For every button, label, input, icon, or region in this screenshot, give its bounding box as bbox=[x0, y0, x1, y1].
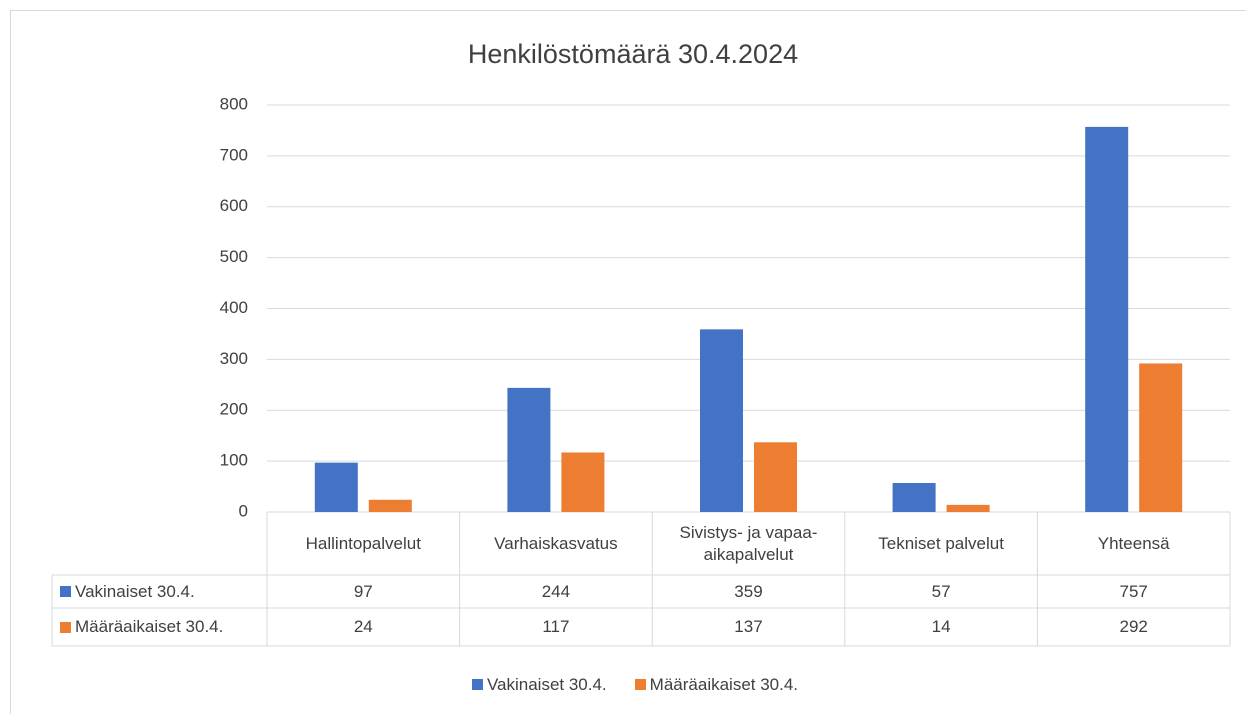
legend: Vakinaiset 30.4. Määräaikaiset 30.4. bbox=[0, 672, 1246, 698]
legend-label: Määräaikaiset 30.4. bbox=[649, 675, 799, 694]
y-tick-label: 300 bbox=[220, 349, 248, 368]
bar bbox=[507, 387, 551, 512]
table-header: Sivistys- ja vapaa-aikapalvelut bbox=[679, 522, 818, 564]
legend-item: Määräaikaiset 30.4. bbox=[634, 674, 799, 696]
legend-key bbox=[60, 586, 71, 597]
y-tick-label: 800 bbox=[220, 94, 248, 113]
bar bbox=[946, 504, 990, 512]
table-header: Tekniset palvelut bbox=[878, 533, 1004, 553]
table-value: 292 bbox=[1119, 617, 1148, 636]
table-value: 757 bbox=[1119, 581, 1148, 601]
bar bbox=[1085, 126, 1129, 512]
table-value: 24 bbox=[353, 617, 373, 636]
table-value: 57 bbox=[931, 581, 951, 601]
table-row-label: Määräaikaiset 30.4. bbox=[52, 608, 267, 646]
table-value: 359 bbox=[734, 581, 763, 601]
y-tick-label: 500 bbox=[220, 247, 248, 266]
bar bbox=[368, 499, 412, 512]
row-label: Määräaikaiset 30.4. bbox=[75, 617, 224, 636]
bar bbox=[561, 452, 605, 512]
table-value: 14 bbox=[931, 617, 951, 636]
bar bbox=[700, 329, 743, 512]
bar bbox=[892, 483, 936, 512]
table-header: Yhteensä bbox=[1097, 533, 1170, 553]
table-header: Hallintopalvelut bbox=[305, 533, 421, 553]
table-value: 137 bbox=[734, 617, 763, 636]
legend-label: Vakinaiset 30.4. bbox=[486, 675, 607, 694]
legend-item: Vakinaiset 30.4. bbox=[471, 674, 607, 696]
table-row-label: Vakinaiset 30.4. bbox=[52, 575, 267, 608]
y-tick-label: 200 bbox=[220, 400, 248, 419]
y-tick-label: 700 bbox=[220, 145, 248, 164]
legend-key bbox=[634, 679, 646, 690]
y-tick-label: 0 bbox=[239, 501, 248, 520]
bar bbox=[754, 442, 797, 512]
legend-key bbox=[60, 621, 71, 633]
row-label: Vakinaiset 30.4. bbox=[75, 581, 195, 601]
table-value: 244 bbox=[541, 581, 571, 601]
bar bbox=[314, 462, 358, 512]
y-tick-label: 600 bbox=[220, 196, 248, 215]
chart-title: Henkilöstömäärä 30.4.2024 bbox=[468, 39, 798, 69]
y-tick-label: 100 bbox=[220, 451, 248, 470]
y-tick-label: 400 bbox=[220, 298, 248, 317]
table-value: 117 bbox=[542, 617, 570, 636]
chart-border bbox=[10, 10, 1246, 714]
legend-key bbox=[471, 679, 483, 690]
table-header: Varhaiskasvatus bbox=[494, 533, 618, 553]
table-value: 97 bbox=[353, 581, 373, 601]
bar bbox=[1139, 363, 1183, 512]
